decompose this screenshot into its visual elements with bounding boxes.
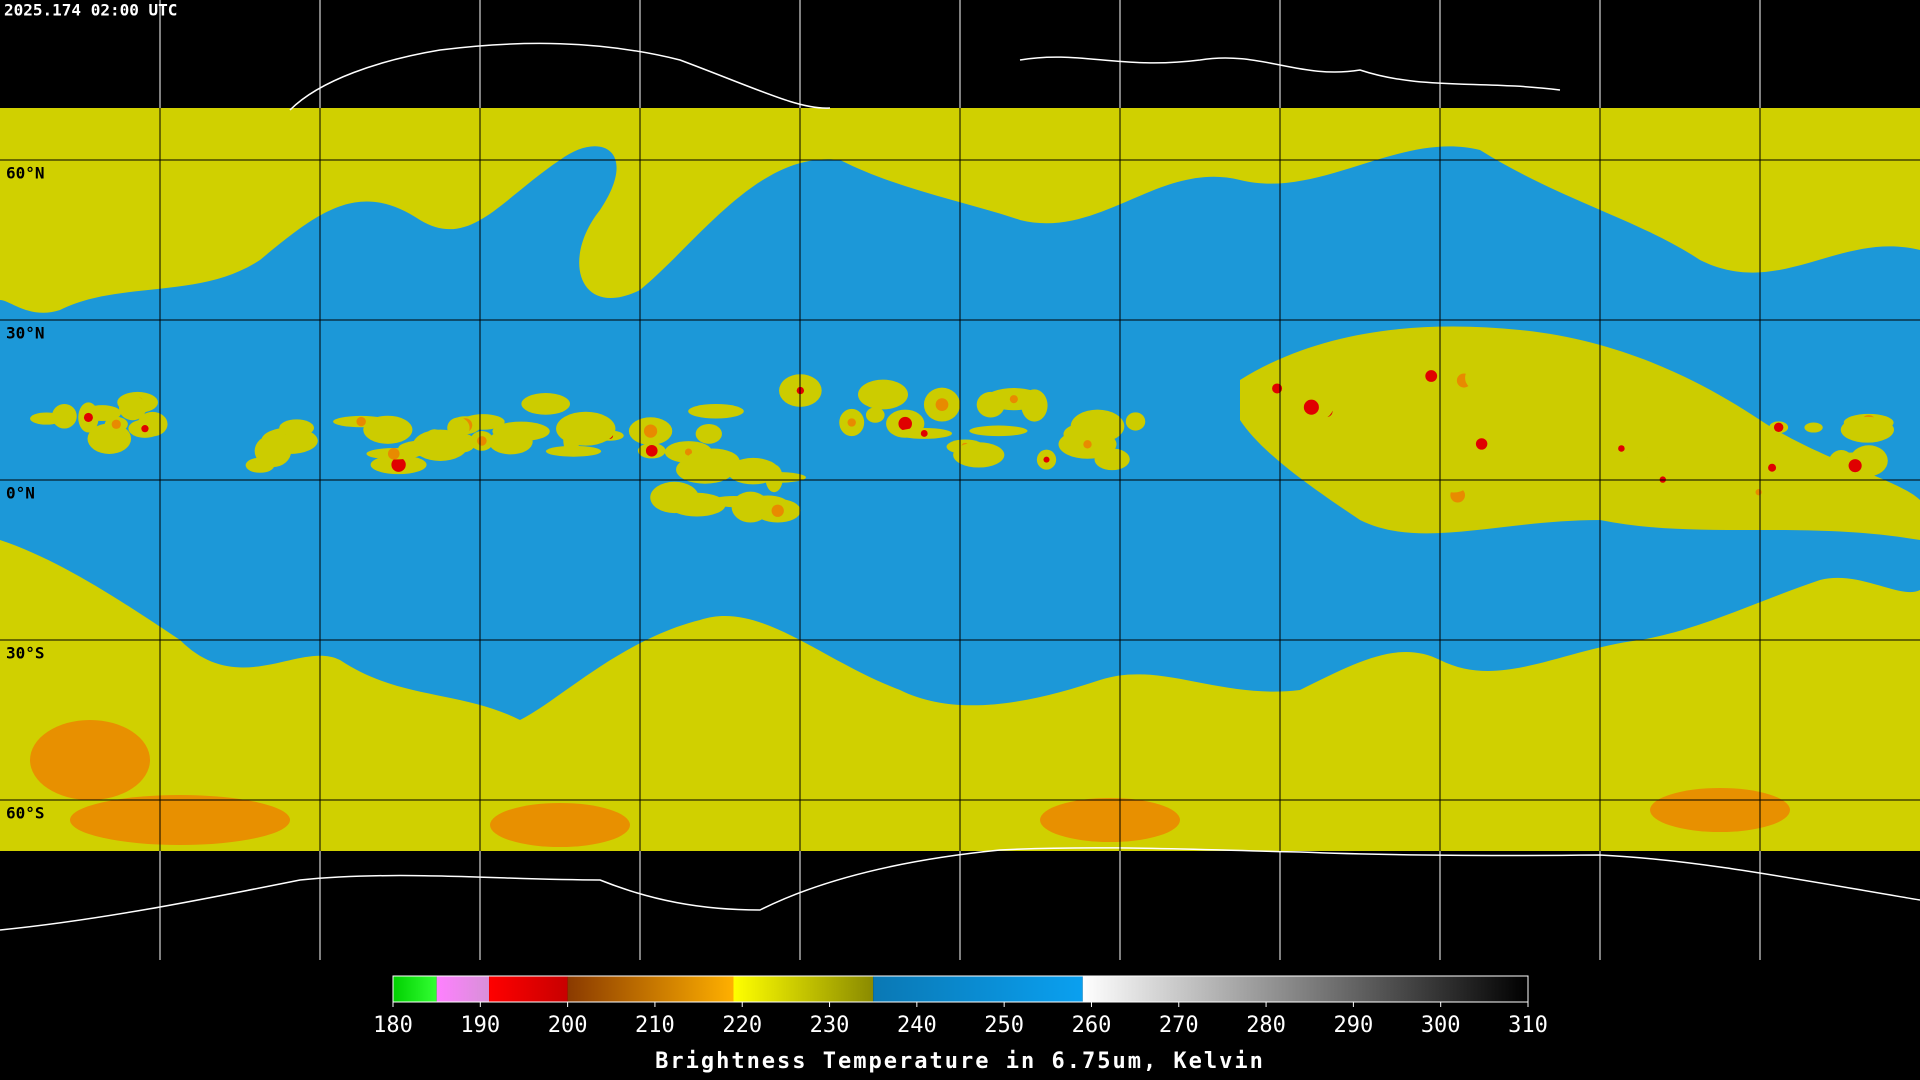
lat-label: 0°N (6, 484, 35, 503)
convective-cell (83, 412, 93, 422)
colorbar-tick-label: 240 (897, 1013, 937, 1038)
convective-cell (1618, 445, 1625, 452)
convective-cell (1475, 438, 1488, 450)
timestamp: 2025.174 02:00 UTC (4, 1, 177, 20)
colorbar-tick-label: 230 (810, 1013, 850, 1038)
lat-label: 60°S (6, 804, 45, 823)
cloud-region (1390, 391, 1441, 419)
convective-cell (935, 398, 949, 411)
convective-cell (1009, 395, 1018, 404)
cloud-region (1125, 412, 1146, 431)
cloud-region (953, 442, 1005, 468)
colorbar-tick-label: 270 (1159, 1013, 1199, 1038)
cloud-region (1587, 469, 1621, 495)
colorbar: 180 190 200 210 220 230 240 250 260 270 280 290 300 3… (373, 975, 1548, 1038)
cold-cloud (30, 720, 150, 800)
cloud-region (668, 492, 726, 517)
graticule: 60°N 30°N 0°N 30°S 60°S (0, 0, 1920, 960)
cloud-region (521, 393, 571, 415)
cloud-region (1840, 416, 1894, 443)
colorbar-tick-label: 300 (1421, 1013, 1461, 1038)
convective-cell (1755, 489, 1762, 496)
colorbar-tick-label: 260 (1072, 1013, 1112, 1038)
convective-cell (356, 416, 366, 427)
convective-cell (898, 416, 912, 431)
convective-cell (387, 447, 400, 460)
cloud-region (865, 407, 885, 423)
cloud-region (765, 464, 783, 493)
colorbar-segment (393, 976, 437, 1002)
colorbar-tick-label: 190 (460, 1013, 500, 1038)
cloud-region (1435, 463, 1472, 493)
convective-cell (141, 425, 149, 433)
convective-cell (1768, 463, 1777, 472)
convective-cell (1848, 459, 1862, 473)
cloud-region (1449, 416, 1474, 432)
cloud-region (556, 411, 616, 446)
cloud-region (1673, 485, 1722, 510)
colorbar-frame (392, 975, 1529, 1003)
lat-label: 30°N (6, 324, 45, 343)
cloud-region (1021, 389, 1048, 422)
cold-cloud (1650, 788, 1790, 832)
convective-cell (477, 436, 487, 446)
cloud-region (695, 424, 722, 444)
colorbar-tick-label: 250 (984, 1013, 1024, 1038)
convective-cell (684, 448, 693, 456)
colorbar-tick-label: 220 (722, 1013, 762, 1038)
lat-label: 60°N (6, 164, 45, 183)
lat-label: 30°S (6, 644, 45, 663)
colorbar-segment (733, 976, 874, 1002)
coastlines (0, 42, 1920, 931)
convective-cell (111, 419, 121, 429)
coastline (289, 42, 831, 111)
cloud-region (545, 445, 602, 457)
colorbar-segment (1082, 976, 1528, 1002)
cloud-region (449, 433, 476, 453)
colorbar-tick-label: 210 (635, 1013, 675, 1038)
cloud-region (976, 391, 1005, 418)
colorbar-tick-label: 200 (548, 1013, 588, 1038)
cloud-region (857, 379, 909, 410)
colorbar-tick-label: 180 (373, 1013, 413, 1038)
cloud-region (1512, 406, 1544, 433)
convective-cell (1272, 383, 1283, 394)
cloud-region (118, 395, 147, 421)
colorbar-segment (436, 976, 490, 1002)
cloud-region (969, 425, 1028, 437)
convective-cell (643, 424, 658, 438)
cloud-region (1721, 439, 1751, 456)
cloud-region (1465, 364, 1496, 392)
cloud-region (685, 448, 740, 475)
colorbar-segment (567, 976, 734, 1002)
cold-cloud (490, 803, 630, 847)
colorbar-title: Brightness Temperature in 6.75um, Kelvin (655, 1049, 1265, 1074)
cloud-region (688, 404, 744, 419)
coastline (0, 847, 1920, 931)
convective-cell (1043, 456, 1050, 463)
convective-cell (1083, 440, 1092, 449)
convective-cell (771, 504, 784, 517)
convective-cell (391, 457, 406, 472)
colorbar-tick-label: 280 (1246, 1013, 1286, 1038)
cloud-region (1804, 422, 1823, 433)
cold-cloud (70, 795, 290, 845)
convective-cell (847, 418, 856, 427)
colorbar-segment (489, 976, 568, 1002)
convective-cell (645, 444, 658, 457)
cold-cloud (1040, 798, 1180, 842)
cloud-region (51, 403, 77, 429)
colorbar-tick-label: 310 (1508, 1013, 1548, 1038)
convective-cell (920, 430, 928, 437)
colorbar-segment (873, 976, 1083, 1002)
cloud-region (279, 419, 315, 437)
coastline (1019, 56, 1561, 91)
convective-cell (1425, 370, 1438, 382)
colorbar-tick-label: 290 (1334, 1013, 1374, 1038)
cloud-region (492, 421, 550, 442)
convective-cell (1303, 399, 1319, 415)
convective-cell (1773, 422, 1784, 433)
